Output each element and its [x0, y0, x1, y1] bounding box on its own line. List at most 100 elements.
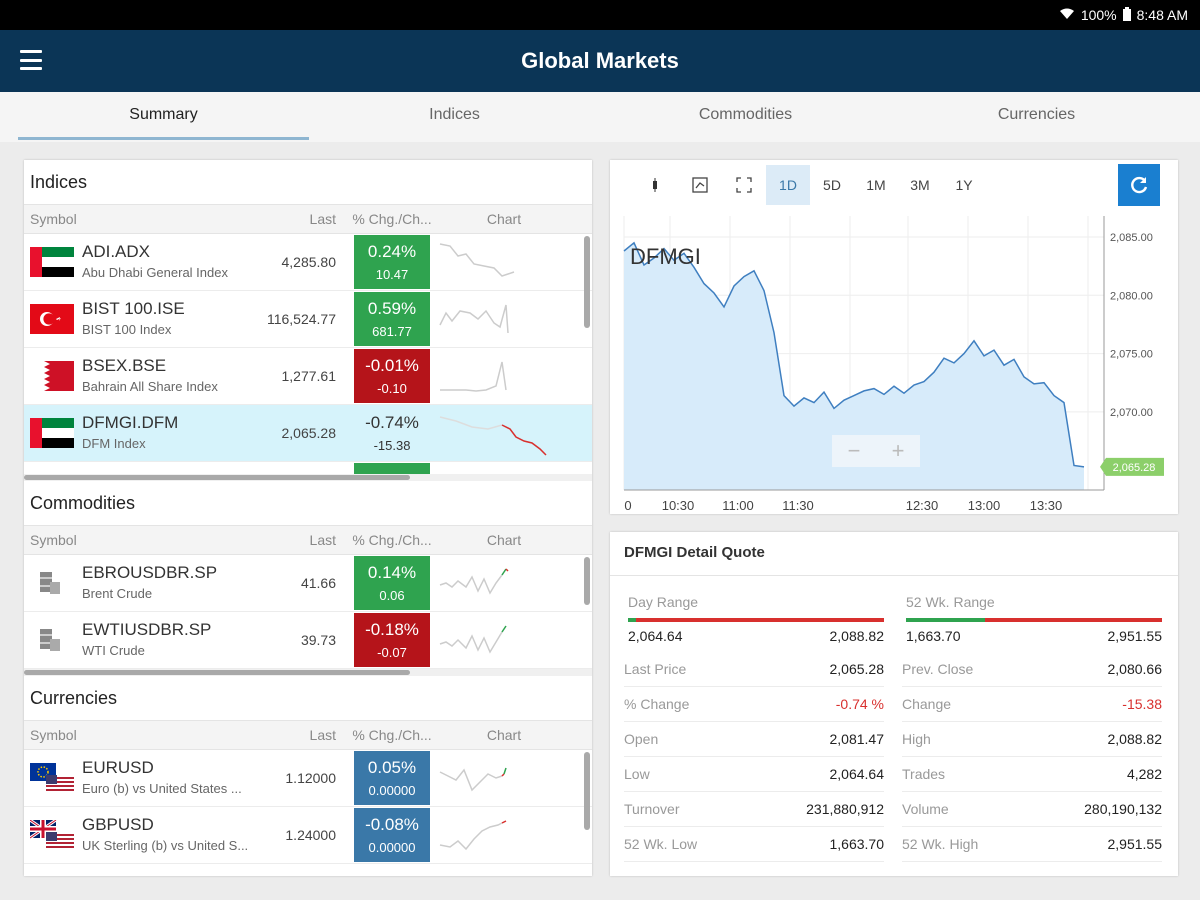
quote-row: Low 2,064.64	[624, 757, 884, 792]
row-pct: -0.74%	[365, 413, 419, 432]
change-badge: -0.74% -15.38	[354, 406, 430, 460]
quote-key: % Change	[624, 696, 690, 712]
quote-value: 2,088.82	[1107, 731, 1163, 747]
y-tick-label: 2,075.00	[1110, 349, 1153, 361]
row-name: Euro (b) vs United States ...	[82, 781, 242, 796]
day-range-fill	[628, 618, 636, 622]
table-row[interactable]: EURUSD Euro (b) vs United States ... 1.1…	[24, 750, 592, 807]
x-tick-label: 11:30	[782, 498, 814, 513]
currencies-scrollbar[interactable]	[584, 752, 590, 830]
change-badge: 0.05% 0.00000	[354, 751, 430, 805]
sparkline	[439, 767, 507, 792]
quote-value: -15.38	[1122, 696, 1162, 712]
sparkline	[440, 361, 507, 392]
col-symbol[interactable]: Symbol	[30, 532, 77, 548]
quote-title: DFMGI Detail Quote	[610, 532, 1178, 576]
price-chart[interactable]: 2,085.00 2,080.00 2,075.00 2,070.00 0 10:30 11…	[610, 210, 1178, 514]
day-range-high: 2,088.82	[829, 628, 885, 644]
table-row[interactable]: BIST 100.ISE BIST 100 Index 116,524.77 0…	[24, 291, 592, 348]
quote-row: Trades 4,282	[902, 757, 1162, 792]
y-tick-label: 2,070.00	[1110, 407, 1153, 419]
app-bar: Global Markets	[0, 30, 1200, 92]
change-badge: -0.01% -0.10	[354, 349, 430, 403]
row-last: 41.66	[300, 575, 336, 591]
indices-hscrollbar[interactable]	[24, 474, 592, 481]
col-change[interactable]: % Chg./Ch...	[352, 211, 432, 227]
currencies-section-title: Currencies	[30, 688, 118, 708]
x-tick-label: 13:00	[968, 498, 1001, 513]
range-3m-button[interactable]: 3M	[910, 177, 930, 193]
sparkline	[439, 625, 507, 654]
last-price-tag	[1100, 457, 1164, 476]
row-symbol: BSEX.BSE	[82, 356, 167, 375]
range-1y-button[interactable]: 1Y	[955, 177, 973, 193]
range-1m-button[interactable]: 1M	[866, 177, 886, 193]
refresh-icon[interactable]	[1118, 164, 1160, 206]
row-last: 1.24000	[285, 827, 336, 843]
indices-scrollbar[interactable]	[584, 236, 590, 328]
table-row[interactable]: EBROUSDBR.SP Brent Crude 41.66 0.14% 0.0…	[24, 555, 592, 612]
sparkline	[439, 304, 509, 334]
tab-currencies[interactable]: Currencies	[997, 106, 1076, 123]
commodities-hscrollbar[interactable]	[24, 669, 592, 676]
quote-row: High 2,088.82	[902, 722, 1162, 757]
wifi-icon	[1059, 7, 1075, 23]
compare-icon[interactable]	[678, 165, 722, 205]
status-bar: 100% 8:48 AM	[0, 0, 1200, 30]
col-change[interactable]: % Chg./Ch...	[352, 727, 432, 743]
change-badge: -0.18% -0.07	[354, 613, 430, 667]
x-tick-label: 13:30	[1030, 498, 1063, 513]
table-row-partial[interactable]	[24, 462, 592, 474]
turkey-flag-icon	[30, 304, 74, 334]
quote-key: Change	[902, 696, 952, 712]
detail-quote-panel: DFMGI Detail Quote Day Range 2,064.64 2,…	[610, 532, 1178, 876]
quote-value: 2,081.47	[829, 731, 885, 747]
oil-barrel-icon	[36, 568, 66, 598]
col-last[interactable]: Last	[309, 727, 336, 743]
tab-bar: Summary Indices Commodities Currencies	[0, 92, 1200, 142]
quote-value: 2,080.66	[1107, 661, 1163, 677]
row-last: 4,285.80	[281, 254, 337, 270]
change-badge: 0.24% 10.47	[354, 235, 430, 289]
range-1d-button[interactable]: 1D	[766, 165, 810, 205]
commodities-scrollbar[interactable]	[584, 557, 590, 605]
fullscreen-icon[interactable]	[722, 165, 766, 205]
row-abs: -15.38	[373, 438, 411, 453]
quote-row: 52 Wk. Low 1,663.70	[624, 827, 884, 862]
candlestick-icon[interactable]	[634, 165, 678, 205]
uk-us-flag-icon	[29, 818, 74, 850]
day-range-bar	[628, 618, 884, 622]
row-symbol: ADI.ADX	[82, 242, 151, 261]
menu-icon[interactable]	[20, 50, 42, 70]
table-row[interactable]: BSEX.BSE Bahrain All Share Index 1,277.6…	[24, 348, 592, 405]
indices-section-title: Indices	[30, 172, 88, 192]
x-tick-label: 11:00	[722, 498, 754, 513]
x-tick-label: 0	[624, 498, 631, 513]
table-row[interactable]: GBPUSD UK Sterling (b) vs United S... 1.…	[24, 807, 592, 864]
col-last[interactable]: Last	[309, 532, 336, 548]
range-5d-button[interactable]: 5D	[823, 177, 841, 193]
zoom-in-button[interactable]: +	[892, 438, 905, 463]
col-symbol[interactable]: Symbol	[30, 727, 77, 743]
quote-value: -0.74 %	[835, 696, 884, 712]
row-abs: 0.06	[379, 588, 405, 603]
col-last[interactable]: Last	[309, 211, 336, 227]
tab-indices[interactable]: Indices	[429, 106, 480, 123]
row-last: 116,524.77	[266, 311, 336, 327]
col-change[interactable]: % Chg./Ch...	[352, 532, 432, 548]
zoom-out-button[interactable]: −	[848, 438, 861, 463]
tab-summary[interactable]: Summary	[18, 92, 309, 142]
table-row[interactable]: ADI.ADX Abu Dhabi General Index 4,285.80…	[24, 234, 592, 291]
quote-value: 2,064.64	[829, 766, 885, 782]
sparkline	[439, 820, 507, 851]
row-symbol: BIST 100.ISE	[82, 299, 185, 318]
quote-key: Volume	[902, 801, 949, 817]
tab-commodities[interactable]: Commodities	[698, 106, 793, 123]
commodities-table-header: Symbol Last % Chg./Ch... Chart	[24, 525, 592, 555]
sparkline	[439, 568, 509, 595]
zoom-controls: − +	[832, 435, 920, 467]
col-symbol[interactable]: Symbol	[30, 211, 77, 227]
table-row-selected[interactable]: DFMGI.DFM DFM Index 2,065.28 -0.74% -15.…	[24, 405, 592, 462]
wk52-range: 52 Wk. Range 1,663.70 2,951.55	[906, 594, 1162, 644]
table-row[interactable]: EWTIUSDBR.SP WTI Crude 39.73 -0.18% -0.0…	[24, 612, 592, 669]
